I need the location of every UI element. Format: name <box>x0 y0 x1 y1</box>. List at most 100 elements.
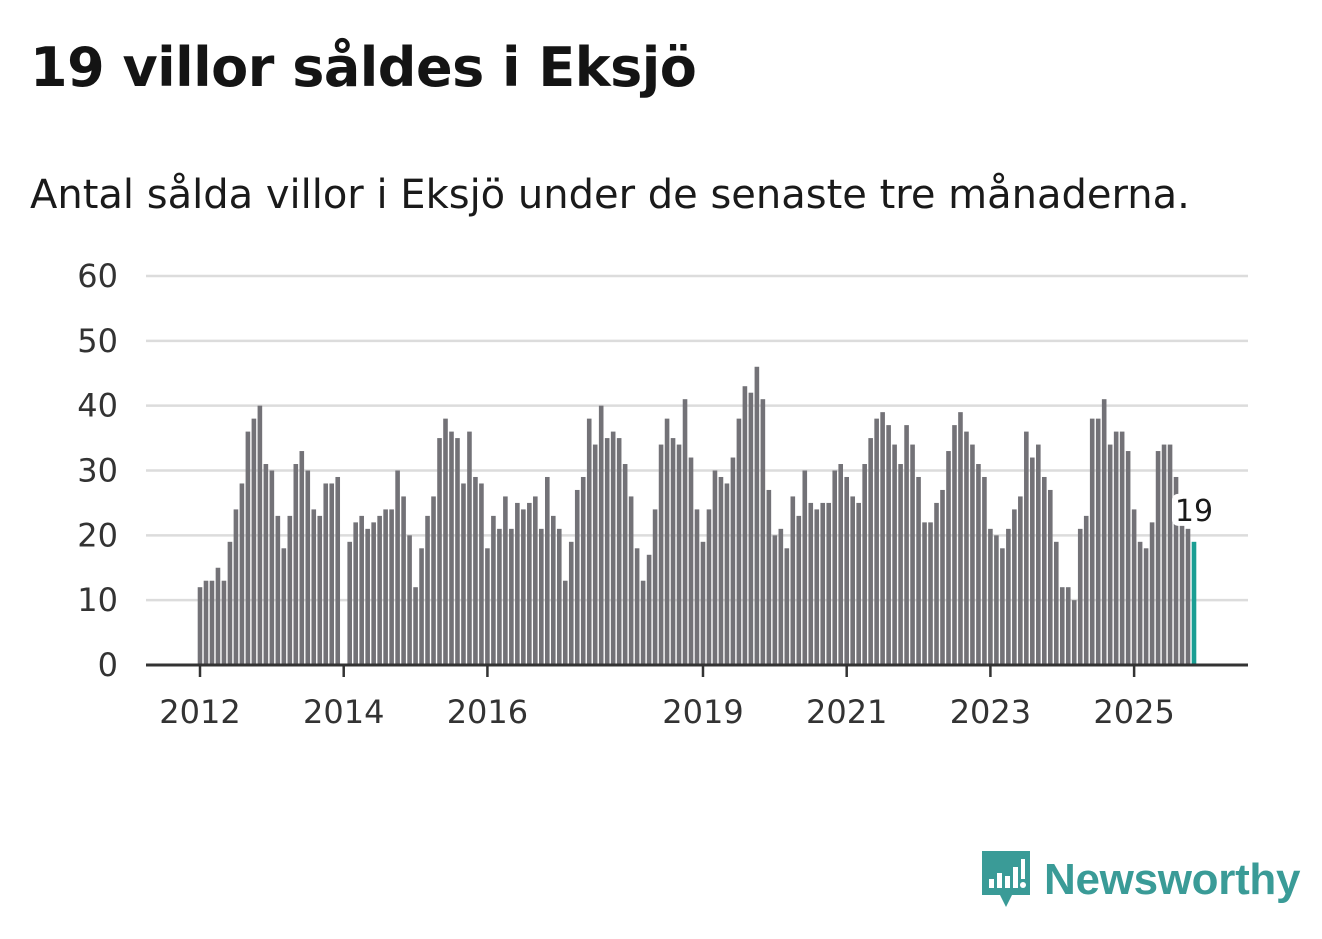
last-value-label: 19 <box>1175 494 1213 529</box>
bar <box>814 509 820 665</box>
bar <box>509 528 514 665</box>
bar <box>515 502 520 665</box>
last-value-label-bg <box>1172 493 1216 526</box>
bar <box>1024 431 1029 665</box>
last-value-annotation: 19 <box>1172 494 1216 529</box>
y-axis-labels: 0 10 20 30 40 50 60 <box>77 257 118 684</box>
bar <box>221 580 227 665</box>
bar <box>545 476 550 665</box>
bar <box>1173 476 1179 665</box>
chart-title: 19 villor såldes i Eksjö <box>30 36 697 99</box>
bar <box>850 496 855 665</box>
bar <box>233 509 239 665</box>
bar <box>1161 444 1167 665</box>
bar <box>580 476 586 665</box>
bar <box>203 580 209 665</box>
bar <box>293 464 299 665</box>
bar <box>1179 522 1185 665</box>
bar <box>1095 418 1101 665</box>
bar <box>604 438 610 665</box>
bar <box>892 444 897 665</box>
bar <box>796 515 802 665</box>
bar <box>640 580 646 665</box>
bar <box>634 548 640 665</box>
bar <box>904 425 909 665</box>
bar <box>658 444 664 665</box>
bar <box>970 444 975 665</box>
bar <box>826 502 832 665</box>
bar <box>1065 587 1071 665</box>
bar <box>461 483 466 665</box>
bar <box>503 496 508 665</box>
bar <box>976 464 981 665</box>
bar <box>371 522 376 665</box>
bar <box>880 412 885 665</box>
x-tick-label: 2023 <box>950 693 1031 731</box>
bar <box>323 483 329 665</box>
bar <box>227 541 233 665</box>
y-tick-label: 0 <box>98 646 118 684</box>
bar <box>862 464 867 665</box>
bar <box>239 483 245 665</box>
y-tick-label: 30 <box>77 452 118 490</box>
bar <box>736 418 742 665</box>
bar <box>670 438 676 665</box>
bar <box>437 438 442 665</box>
bar <box>449 431 454 665</box>
bar <box>281 548 287 665</box>
bar <box>317 515 323 665</box>
bar <box>1107 444 1113 665</box>
bar <box>497 528 502 665</box>
bar <box>988 528 993 665</box>
bar <box>491 515 496 665</box>
bar <box>832 470 838 665</box>
bar <box>1018 496 1023 665</box>
bar <box>209 580 215 665</box>
x-tick-label: 2021 <box>806 693 887 731</box>
bar <box>521 509 526 665</box>
bar <box>610 431 616 665</box>
bar <box>748 392 754 665</box>
bar <box>898 464 903 665</box>
x-tick-label: 2025 <box>1093 693 1174 731</box>
bar <box>838 464 844 665</box>
y-tick-label: 10 <box>77 581 118 619</box>
bar <box>533 496 538 665</box>
bar <box>982 476 987 665</box>
bar <box>335 476 341 665</box>
bar <box>760 399 766 665</box>
bar <box>928 522 933 665</box>
bar <box>455 438 460 665</box>
bar <box>964 431 969 665</box>
bar <box>592 444 598 665</box>
bar <box>772 535 778 665</box>
bar <box>1185 528 1191 665</box>
bar <box>886 425 891 665</box>
bar <box>808 502 814 665</box>
bar <box>676 444 682 665</box>
y-tick-label: 50 <box>77 322 118 360</box>
bar <box>910 444 915 665</box>
bar <box>401 496 406 665</box>
bar <box>1042 476 1047 665</box>
bar <box>479 483 484 665</box>
bar <box>706 509 712 665</box>
bar <box>299 451 305 665</box>
bar <box>329 483 335 665</box>
bar <box>994 535 999 665</box>
bar <box>568 541 574 665</box>
bar <box>269 470 275 665</box>
bar <box>1101 399 1107 665</box>
bar <box>1071 600 1077 665</box>
bar <box>311 509 317 665</box>
bar <box>700 541 706 665</box>
bar <box>257 405 263 665</box>
bar <box>1149 522 1155 665</box>
bar <box>664 418 670 665</box>
bar <box>628 496 634 665</box>
bar <box>377 515 382 665</box>
bar <box>784 548 790 665</box>
bar <box>1089 418 1095 665</box>
bar <box>1119 431 1125 665</box>
bar <box>694 509 700 665</box>
